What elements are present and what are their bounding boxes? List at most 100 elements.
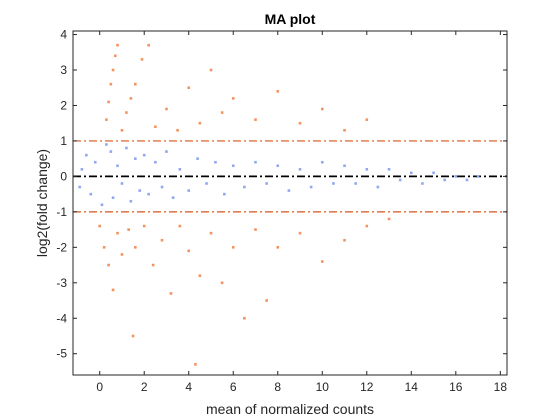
- significant-point: [220, 111, 224, 114]
- nonsignificant-point: [376, 185, 380, 189]
- significant-point: [343, 128, 346, 132]
- nonsignificant-point: [476, 175, 480, 178]
- nonsignificant-point: [147, 192, 150, 196]
- significant-point: [198, 274, 202, 278]
- nonsignificant-point: [129, 199, 133, 203]
- nonsignificant-point: [231, 164, 235, 168]
- significant-point: [125, 111, 128, 114]
- significant-point: [231, 246, 235, 249]
- nonsignificant-point: [387, 168, 391, 171]
- x-tick-label: 14: [405, 380, 419, 394]
- significant-point: [169, 292, 173, 295]
- significant-point: [105, 118, 108, 121]
- significant-point: [129, 97, 133, 100]
- nonsignificant-point: [109, 150, 113, 153]
- significant-point: [111, 288, 115, 292]
- nonsignificant-point: [125, 146, 128, 150]
- x-tick-label: 6: [230, 380, 237, 394]
- significant-point: [187, 249, 191, 253]
- significant-point: [107, 100, 110, 104]
- nonsignificant-point: [154, 160, 157, 164]
- significant-point: [151, 263, 155, 267]
- significant-point: [265, 299, 268, 302]
- significant-point: [220, 281, 224, 285]
- nonsignificant-point: [454, 175, 458, 178]
- y-tick-label: 4: [60, 28, 67, 42]
- significant-point: [107, 263, 110, 267]
- x-axis-ticks: 0 2 4 6 8 10 12 14 16 18: [96, 31, 507, 394]
- nonsignificant-point: [409, 171, 413, 175]
- significant-point: [147, 43, 150, 47]
- x-tick-label: 2: [141, 380, 148, 394]
- nonsignificant-point: [254, 160, 257, 164]
- x-tick-label: 12: [360, 380, 374, 394]
- significant-point: [276, 246, 280, 249]
- nonsignificant-point: [111, 196, 115, 199]
- significant-point: [140, 58, 144, 61]
- significant-point: [209, 68, 213, 72]
- nonsignificant-point: [298, 168, 302, 171]
- significant-point: [243, 316, 246, 320]
- nonsignificant-point: [287, 189, 291, 192]
- significant-point: [142, 224, 146, 228]
- nonsignificant-point: [100, 203, 104, 207]
- nonsignificant-point: [134, 157, 137, 160]
- significant-point: [113, 54, 117, 58]
- nonsignificant-point: [187, 189, 191, 192]
- significant-point: [116, 231, 119, 235]
- plot-frame: [72, 30, 508, 376]
- nonsignificant-point: [105, 143, 108, 146]
- significant-point: [102, 246, 106, 249]
- nonsignificant-point: [142, 153, 146, 157]
- significant-point: [365, 224, 369, 228]
- significant-point: [165, 107, 168, 111]
- nonsignificant-point: [309, 185, 313, 189]
- nonsignificant-point: [265, 182, 268, 185]
- nonsignificant-point: [120, 182, 124, 185]
- significant-point: [116, 43, 119, 47]
- nonsignificant-point: [398, 178, 402, 182]
- significant-point: [176, 128, 179, 132]
- nonsignificant-point: [214, 160, 217, 164]
- chart-title: MA plot: [265, 11, 316, 27]
- points-layer: [78, 43, 480, 366]
- significant-point: [154, 125, 157, 129]
- nonsignificant-point: [354, 182, 357, 185]
- y-axis-label: log2(fold change): [34, 149, 50, 257]
- nonsignificant-point: [332, 182, 335, 185]
- x-tick-label: 8: [274, 380, 281, 394]
- significant-point: [320, 107, 324, 111]
- nonsignificant-point: [343, 164, 346, 168]
- significant-point: [134, 246, 137, 249]
- nonsignificant-point: [138, 189, 142, 192]
- x-tick-label: 16: [449, 380, 463, 394]
- significant-point: [178, 224, 182, 228]
- significant-point: [231, 97, 235, 100]
- nonsignificant-point: [223, 192, 226, 196]
- x-tick-label: 4: [185, 380, 192, 394]
- y-axis-ticks: -5 -4 -3 -2 -1 0 1 2 3 4: [56, 28, 507, 361]
- x-axis-label: mean of normalized counts: [206, 401, 374, 417]
- x-tick-label: 10: [316, 380, 330, 394]
- significant-point: [320, 260, 324, 263]
- nonsignificant-point: [443, 178, 446, 182]
- significant-point: [131, 334, 135, 338]
- nonsignificant-point: [160, 185, 164, 189]
- nonsignificant-point: [93, 160, 97, 164]
- y-tick-label: -3: [56, 276, 67, 290]
- nonsignificant-point: [365, 168, 369, 171]
- y-tick-label: 1: [60, 134, 67, 148]
- nonsignificant-point: [89, 192, 93, 196]
- significant-point: [276, 89, 280, 93]
- significant-point: [298, 231, 302, 235]
- nonsignificant-point: [276, 164, 280, 168]
- significant-point: [387, 217, 391, 221]
- significant-point: [127, 228, 130, 231]
- significant-point: [298, 121, 302, 125]
- nonsignificant-point: [205, 182, 208, 185]
- nonsignificant-point: [80, 168, 84, 171]
- significant-point: [109, 82, 113, 86]
- significant-point: [187, 86, 191, 90]
- significant-point: [120, 253, 124, 256]
- significant-point: [365, 118, 369, 121]
